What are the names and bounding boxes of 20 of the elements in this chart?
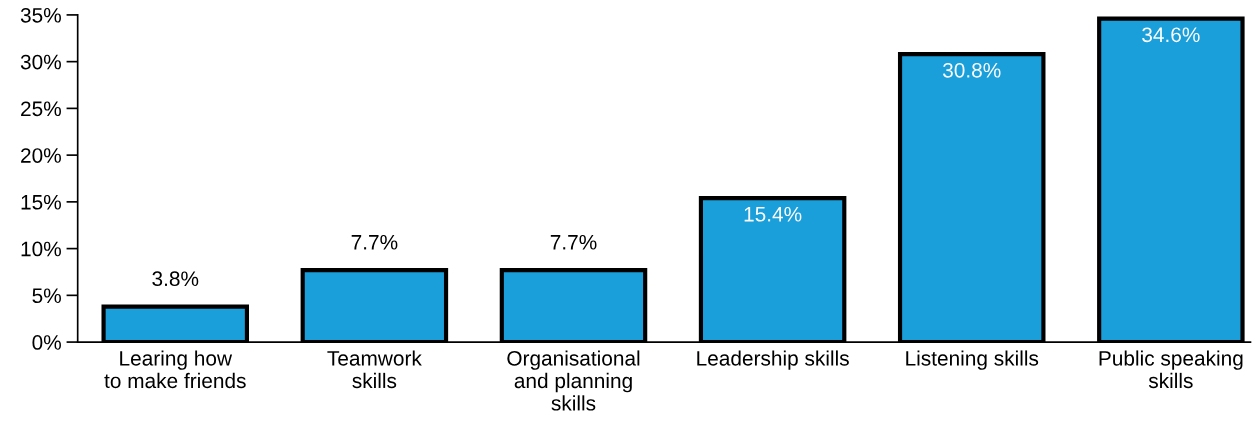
- data-label: 30.8%: [942, 62, 1001, 78]
- y-tick-label: 35%: [20, 7, 61, 23]
- data-label: 7.7%: [550, 234, 597, 250]
- y-tick-label: 25%: [21, 101, 61, 117]
- x-tick-label: Teamwork skills: [327, 350, 422, 389]
- data-label: 34.6%: [1142, 27, 1200, 43]
- y-tick-label: 15%: [21, 194, 61, 210]
- y-tick-label: 20%: [21, 148, 61, 163]
- y-tick-label: 10%: [21, 241, 61, 257]
- x-tick-label: Learing how to make friends: [104, 350, 246, 389]
- x-tick-label: Public speaking skills: [1099, 350, 1243, 389]
- x-tick-label: Leadership skills: [697, 350, 849, 370]
- data-label: 7.7%: [351, 234, 398, 250]
- data-label: 3.8%: [152, 271, 199, 287]
- y-tick-label: 5%: [32, 288, 61, 304]
- x-tick-label: Organisational and planning skills: [507, 350, 640, 411]
- y-tick-label: 30%: [20, 54, 61, 70]
- y-tick-label: 0%: [32, 335, 61, 350]
- data-label: 15.4%: [744, 206, 802, 222]
- x-tick-label: Listening skills: [906, 350, 1039, 370]
